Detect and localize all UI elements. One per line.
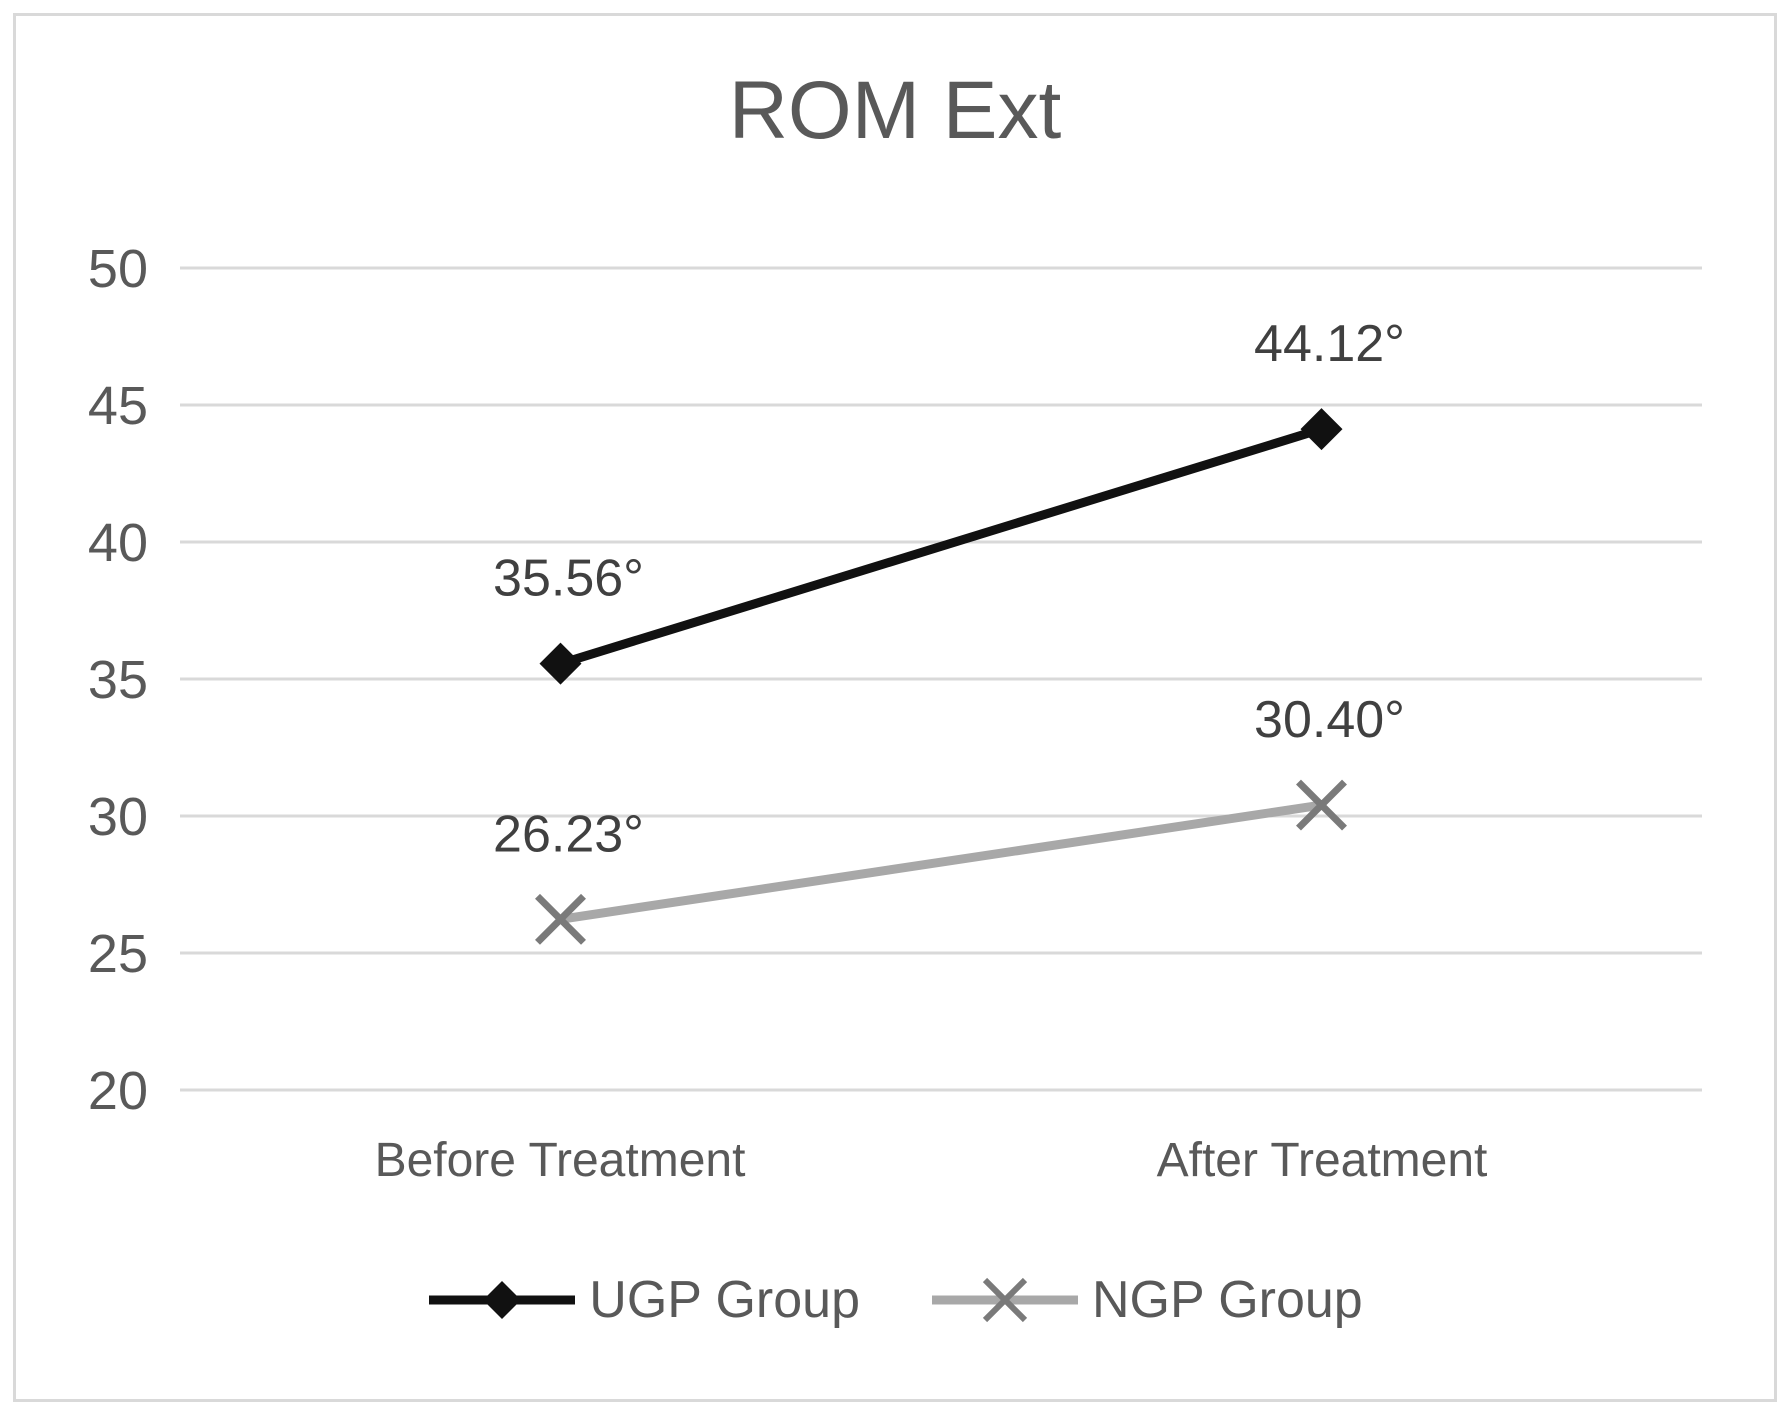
data-label: 44.12°	[1254, 315, 1405, 373]
diamond-marker	[539, 642, 582, 685]
data-label: 26.23°	[493, 805, 644, 863]
diamond-marker	[1300, 408, 1343, 451]
ugp-line-diamond-icon	[429, 1281, 576, 1319]
legend: UGP Group NGP Group	[0, 1270, 1790, 1330]
y-tick-label-25: 25	[88, 924, 148, 984]
series-line-ugp-group	[559, 424, 1323, 668]
legend-item-ugp: UGP Group	[427, 1270, 860, 1330]
series-line-ngp-group	[559, 800, 1323, 924]
y-tick-label-20: 20	[88, 1061, 148, 1121]
y-tick-label-30: 30	[88, 787, 148, 847]
data-label: 35.56°	[493, 550, 644, 608]
y-tick-label-45: 45	[88, 376, 148, 436]
legend-label-ngp: NGP Group	[1092, 1271, 1363, 1329]
x-axis-label-after-treatment: After Treatment	[1156, 1134, 1488, 1187]
y-tick-label-50: 50	[88, 239, 148, 299]
y-tick-label-40: 40	[88, 513, 148, 573]
legend-item-ngp: NGP Group	[930, 1270, 1363, 1330]
y-tick-label-35: 35	[88, 650, 148, 710]
x-marker	[535, 893, 586, 945]
x-marker	[1296, 779, 1347, 831]
x-axis-label-before-treatment: Before Treatment	[374, 1134, 746, 1187]
ngp-line-x-icon	[932, 1277, 1078, 1323]
data-label: 30.40°	[1254, 691, 1405, 749]
legend-label-ugp: UGP Group	[589, 1271, 860, 1329]
chart-title: ROM Ext	[728, 65, 1062, 156]
